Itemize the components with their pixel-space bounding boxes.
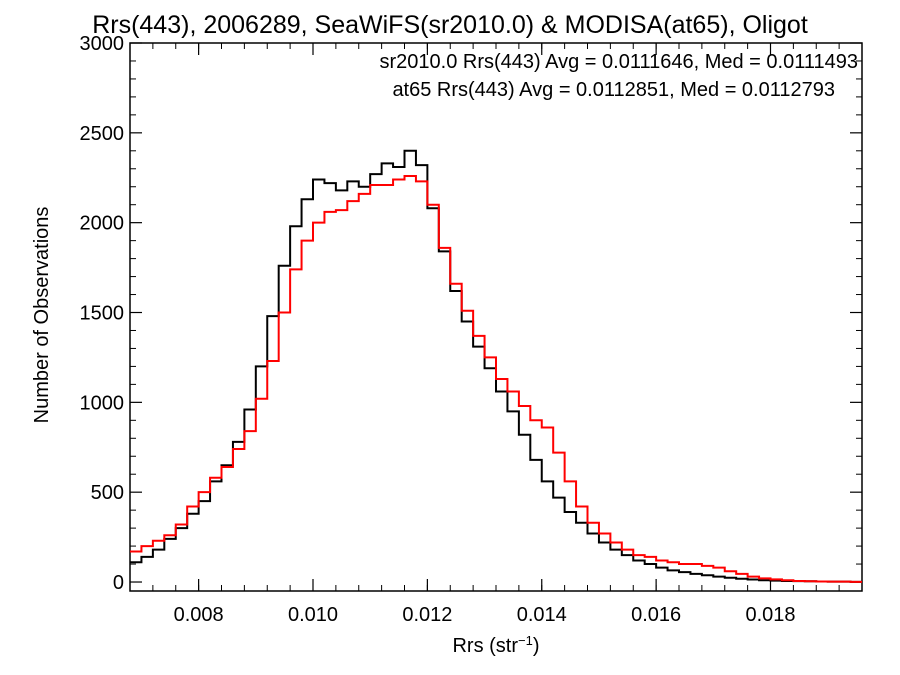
y-tick-label: 500 <box>91 482 124 504</box>
series-layer <box>130 149 862 583</box>
y-tick-label: 1500 <box>80 303 125 325</box>
x-tick-label: 0.008 <box>174 604 224 626</box>
x-axis-ticks: 0.008 0.010 0.012 0.014 0.016 0.018 <box>129 43 863 626</box>
series-at65-line <box>130 174 862 583</box>
y-tick-label: 2500 <box>80 123 125 145</box>
x-axis-label: Rrs (str−1) <box>452 633 539 657</box>
chart-title: Rrs(443), 2006289, SeaWiFS(sr2010.0) & M… <box>92 11 808 39</box>
y-axis-ticks: 0 500 1000 1500 2000 2500 3000 <box>80 33 862 594</box>
y-tick-label: 2000 <box>80 213 125 235</box>
x-axis-label-end: ) <box>533 635 540 657</box>
x-tick-label: 0.012 <box>402 604 452 626</box>
x-tick-label: 0.010 <box>288 604 338 626</box>
legend-entry-sr2010: sr2010.0 Rrs(443) Avg = 0.0111646, Med =… <box>380 51 859 73</box>
x-tick-label: 0.016 <box>631 604 681 626</box>
plot-frame <box>129 42 863 592</box>
y-tick-label: 0 <box>113 572 124 594</box>
x-axis-label-main: Rrs (str <box>452 635 518 657</box>
y-tick-label: 1000 <box>80 392 125 414</box>
x-tick-label: 0.014 <box>517 604 567 626</box>
y-axis-label: Number of Observations <box>31 207 53 424</box>
x-tick-label: 0.018 <box>745 604 795 626</box>
x-axis-label-sup: −1 <box>518 633 533 648</box>
y-tick-label: 3000 <box>80 33 125 55</box>
legend-entry-at65: at65 Rrs(443) Avg = 0.0112851, Med = 0.0… <box>392 79 835 101</box>
